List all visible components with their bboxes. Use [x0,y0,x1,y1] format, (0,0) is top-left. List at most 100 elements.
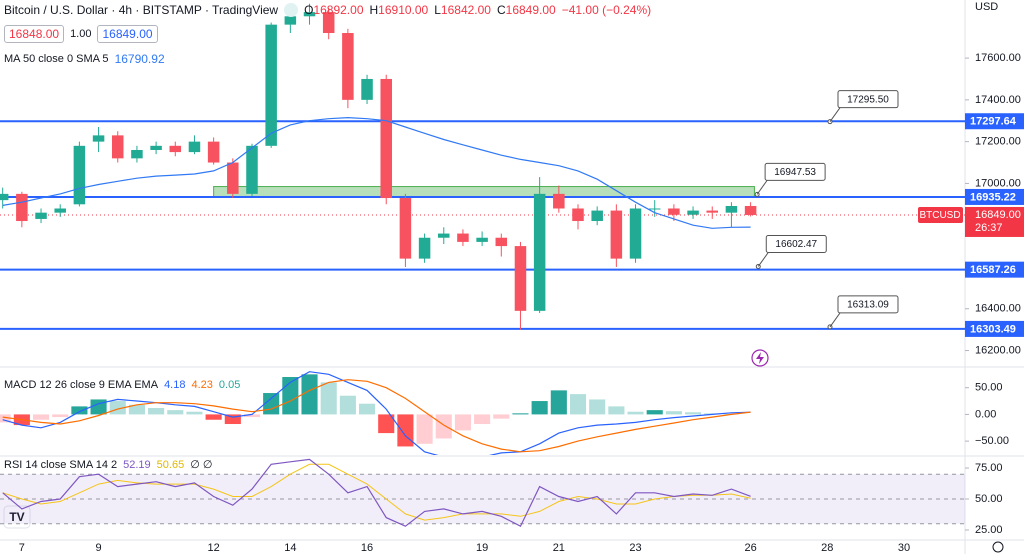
candle-body [361,78,373,100]
callout-leader [829,312,841,328]
y-tick-label: 17000.00 [975,177,1021,189]
ma-value: 16790.92 [114,52,165,66]
macd-value: 4.18 [164,379,186,391]
level-label-box [965,113,1024,130]
y-tick-label: 75.00 [975,462,1003,474]
y-tick-label: 50.00 [975,382,1003,394]
level-label-box [965,320,1024,337]
macd-histogram-bar [224,414,241,425]
y-tick-label: 0.00 [975,408,996,420]
macd-histogram-bar [52,414,69,418]
macd-histogram-bar [186,411,203,415]
ohlc-h: H16910.00 [369,3,429,17]
macd-histogram-bar [531,401,548,415]
candle-body [418,237,431,259]
callout-leader [757,252,769,267]
level-label: 16587.26 [970,264,1016,276]
x-tick-label: 28 [821,542,833,554]
candle-body [111,135,124,159]
candle-body [322,12,335,34]
candle-body [207,141,220,163]
candle-body [725,205,738,213]
candle-body [16,193,28,222]
candle-body [591,210,603,222]
x-tick-label: 9 [96,542,102,554]
last-price-box [965,206,1024,237]
callout-label: 16602.47 [775,239,817,250]
level-label: 17297.64 [970,116,1017,128]
trade-buttons: 16848.00 1.00 16849.00 [4,25,158,43]
symbol-label-box [918,206,963,223]
main-pane [0,3,965,330]
x-tick-label: 23 [629,542,641,554]
callout-box [837,90,899,109]
macd-histogram-bar [128,404,145,415]
macd-histogram-bar [339,395,356,415]
macd-histogram-bar [90,399,107,415]
macd-histogram-bar [685,412,702,415]
candle-body [687,210,699,215]
x-tick-label: 7 [19,542,25,554]
level-label: 16935.22 [970,191,1016,203]
candle-body [342,33,354,100]
sell-button[interactable]: 16848.00 [4,25,65,43]
rsi-value: 52.19 [123,458,151,471]
candle-body [150,145,162,150]
candle-body [54,208,66,213]
signal-line [2,379,751,453]
symbol-title: Bitcoin / U.S. Dollar · 4h · BITSTAMP · … [4,3,279,17]
last-price-label: 16849.00 [975,209,1021,221]
y-tick-label: 16200.00 [975,344,1021,356]
callout-box [765,234,827,253]
callout-box [764,162,826,181]
symbol-label: BTCUSD [919,210,960,221]
settings-icon[interactable] [992,541,1004,553]
currency: USD [975,1,998,13]
y-tick-label: 17200.00 [975,136,1021,148]
macd-histogram-bar [301,374,318,415]
x-tick-label: 12 [208,542,220,554]
macd-histogram-bar [435,414,452,439]
rsi-line [2,458,751,528]
candle-body [35,212,47,219]
candle-body [572,208,584,222]
change: −41.00 (−0.24%) [561,3,652,17]
callout-label: 16313.09 [847,300,889,311]
candle-body [706,210,718,213]
candle-body [629,208,642,259]
rsi-extra: ∅ ∅ [190,459,213,471]
candle-body [188,141,201,153]
candle-body [303,12,316,17]
candle-body [648,208,661,210]
macd-histogram-bar [397,414,414,447]
macd-histogram-bar [148,407,165,415]
candle-body [476,237,488,242]
signal-value: 4.23 [191,379,213,391]
macd-histogram-bar [627,411,644,415]
callout-label: 16947.53 [774,167,816,178]
macd-histogram-bar [416,414,433,444]
candle-body [533,193,546,311]
candle-body [284,16,297,25]
callout-leader [829,107,841,122]
candle-body [92,135,105,142]
candle-body [457,233,469,242]
macd-histogram-bar [569,394,587,415]
rsi-name: RSI 14 close SMA 14 2 [4,458,118,471]
ma-legend: MA 50 close 0 SMA 5 16790.92 [4,52,165,66]
macd-pane [0,374,759,447]
macd-histogram-bar [205,414,222,420]
candle-body [399,198,412,259]
candle-body [668,208,680,215]
ohlc-l: L16842.00 [434,3,491,17]
callout-box [837,295,899,314]
candle-body [553,193,565,209]
macd-histogram-bar [474,414,491,425]
tv-logo: TV [3,505,31,529]
buy-button[interactable]: 16849.00 [97,25,158,43]
ohlc-o: O16892.00 [304,3,364,17]
macd-histogram-bar [665,411,682,415]
level-label: 16303.49 [970,323,1016,335]
level-label-box [965,188,1024,205]
